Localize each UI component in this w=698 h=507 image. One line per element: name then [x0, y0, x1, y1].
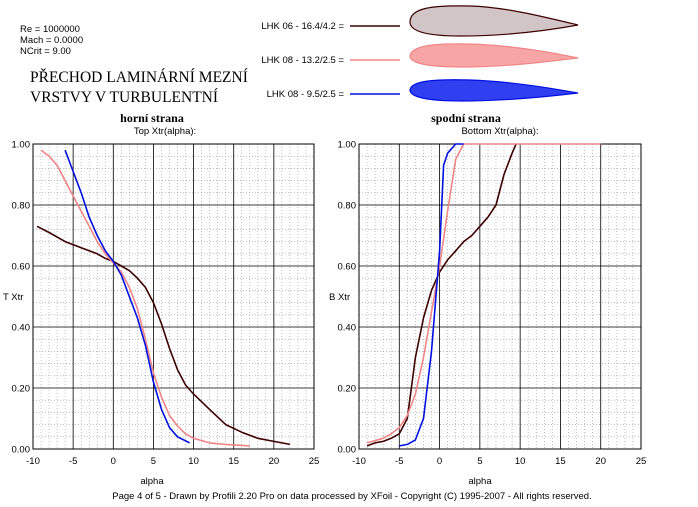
x-tick-label: -5 [69, 456, 77, 467]
x-tick-label: 15 [555, 456, 566, 467]
x-tick-label: 20 [595, 456, 606, 467]
legend-label-1: LHK 08 - 13.2/2.5 = [261, 55, 344, 66]
x-tick-label: 5 [477, 456, 482, 467]
legend: LHK 06 - 16.4/4.2 = LHK 08 - 13.2/2.5 = … [261, 5, 579, 102]
y-tick-label: 0.60 [12, 262, 31, 273]
airfoil-lhk06-icon [409, 5, 579, 37]
x-tick-label: 25 [309, 456, 320, 467]
x-tick-label: -10 [352, 456, 366, 467]
y-tick-label: 0.20 [12, 384, 31, 395]
airfoil-lhk08-9-icon [409, 79, 579, 102]
x-tick-label: 10 [515, 456, 526, 467]
x-tick-label: -5 [395, 456, 403, 467]
x-tick-label: -10 [26, 456, 40, 467]
y-axis-label-bottom: B Xtr [329, 292, 350, 303]
chart-subtitle-top: Top Xtr(alpha): [134, 126, 196, 137]
y-tick-label: 0.00 [12, 445, 31, 456]
series-line [40, 149, 250, 447]
x-axis-label-top: alpha [140, 476, 164, 487]
param-ncrit: NCrit = 9.00 [20, 46, 71, 57]
plot-frame [32, 143, 315, 450]
top-xtr-plot: -10 -5 0 5 10 15 20 25 0.00 0.20 0.40 0.60 0.80 1.00 [12, 140, 320, 468]
headline-line-2: VRSTVY V TURBULENTNÍ [30, 89, 218, 106]
legend-label-0: LHK 06 - 16.4/4.2 = [261, 21, 344, 32]
param-mach: Mach = 0.0000 [20, 35, 83, 46]
y-tick-label: 0.40 [12, 323, 31, 334]
chart-title-bottom: spodní strana [431, 111, 501, 125]
x-tick-label: 5 [151, 456, 156, 467]
legend-label-2: LHK 08 - 9.5/2.5 = [267, 89, 345, 100]
y-axis-label-top: T Xtr [3, 292, 23, 303]
y-tick-label: 0.00 [338, 445, 357, 456]
y-tick-label: 0.60 [338, 262, 357, 273]
y-tick-label: 0.20 [338, 384, 357, 395]
y-tick-label: 0.80 [338, 201, 357, 212]
chart-title-top: horní strana [120, 111, 184, 125]
x-axis-label-bottom: alpha [468, 476, 492, 487]
x-tick-label: 25 [636, 456, 647, 467]
y-tick-label: 1.00 [338, 140, 357, 151]
x-tick-label: 0 [111, 456, 116, 467]
series-line [399, 143, 464, 447]
headline-line-1: PŘECHOD LAMINÁRNÍ MEZNÍ [30, 69, 248, 86]
bottom-xtr-plot: -10 -5 0 5 10 15 20 25 0.00 0.20 0.40 0.60 0.80 1.00 [338, 140, 647, 468]
x-tick-label: 0 [437, 456, 442, 467]
param-re: Re = 1000000 [20, 24, 80, 35]
chart-subtitle-bottom: Bottom Xtr(alpha): [461, 126, 538, 137]
x-tick-label: 15 [228, 456, 239, 467]
series-line [366, 143, 601, 444]
y-tick-label: 1.00 [12, 140, 31, 151]
airfoil-lhk08-13-icon [409, 43, 579, 68]
y-tick-label: 0.40 [338, 323, 357, 334]
x-tick-label: 10 [188, 456, 199, 467]
series-line [366, 143, 517, 447]
footer-credits: Page 4 of 5 - Drawn by Profili 2.20 Pro … [112, 491, 591, 502]
series-line [64, 149, 190, 444]
series-line [36, 225, 291, 446]
y-tick-label: 0.80 [12, 201, 31, 212]
x-tick-label: 20 [269, 456, 280, 467]
